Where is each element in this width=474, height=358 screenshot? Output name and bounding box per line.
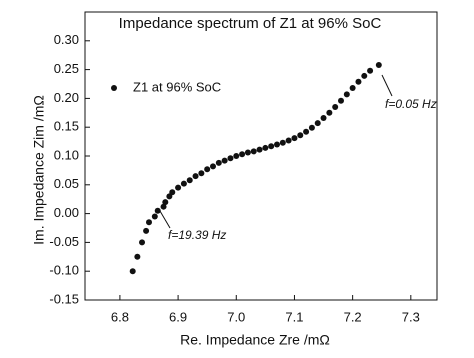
point: [274, 141, 280, 148]
y-tick-label: 0.15: [54, 119, 79, 134]
y-tick-label: 0.20: [54, 90, 79, 105]
y-tick-label: 0.10: [54, 147, 79, 162]
annotation-arrow: [159, 210, 171, 229]
annotation: f=19.39 Hz: [168, 228, 226, 242]
point: [262, 144, 269, 151]
point: [326, 109, 333, 116]
point: [162, 199, 169, 206]
point: [338, 97, 344, 104]
point: [343, 91, 350, 98]
point: [180, 180, 187, 187]
point: [367, 67, 374, 74]
point: [349, 85, 356, 92]
point: [175, 184, 182, 191]
point: [332, 104, 339, 111]
annotation: f=0.05 Hz: [385, 97, 437, 111]
point: [143, 227, 150, 234]
point: [361, 72, 368, 79]
point: [355, 78, 362, 85]
y-axis-label: Im. Impedance Zim /mΩ: [31, 95, 47, 245]
point: [204, 166, 211, 173]
chart-title: Impedance spectrum of Z1 at 96% SoC: [119, 15, 382, 32]
point: [239, 151, 246, 158]
x-tick-label: 6.8: [111, 309, 129, 324]
y-tick-label: 0.05: [54, 176, 79, 191]
point: [285, 137, 292, 144]
point: [139, 239, 146, 246]
point: [314, 120, 321, 127]
point: [221, 157, 228, 164]
x-axis-label: Re. Impedance Zre /mΩ: [180, 332, 330, 348]
point: [308, 124, 315, 131]
x-tick-label: 7.0: [227, 309, 245, 324]
point: [154, 207, 161, 214]
point: [160, 203, 167, 210]
legend-label: Z1 at 96% SoC: [133, 79, 221, 94]
y-tick-label: -0.10: [49, 263, 79, 278]
point: [268, 143, 275, 150]
point: [256, 146, 263, 153]
x-tick-label: 6.9: [169, 309, 187, 324]
y-tick-label: 0.30: [54, 32, 79, 47]
y-tick-label: 0.25: [54, 61, 79, 76]
point: [169, 189, 176, 196]
point: [320, 114, 327, 121]
y-tick-label: -0.15: [49, 291, 79, 306]
y-tick-label: -0.05: [49, 234, 79, 249]
point: [227, 155, 234, 162]
point: [250, 148, 257, 155]
legend-marker: [111, 85, 117, 91]
point: [129, 268, 136, 275]
point: [215, 159, 222, 166]
point: [279, 139, 286, 146]
point: [151, 213, 158, 220]
point: [134, 253, 141, 260]
point: [375, 61, 382, 68]
x-tick-label: 7.2: [344, 309, 362, 324]
point: [186, 177, 193, 184]
x-tick-label: 7.1: [285, 309, 303, 324]
point: [244, 149, 251, 156]
y-tick-label: 0.00: [54, 205, 79, 220]
x-tick-label: 7.3: [402, 309, 420, 324]
point: [192, 173, 199, 180]
point: [291, 135, 298, 142]
annotation-arrow: [381, 74, 393, 97]
point: [146, 219, 152, 226]
point: [297, 132, 304, 139]
point: [303, 128, 310, 135]
point: [198, 170, 205, 177]
point: [210, 163, 216, 170]
point: [233, 153, 240, 159]
